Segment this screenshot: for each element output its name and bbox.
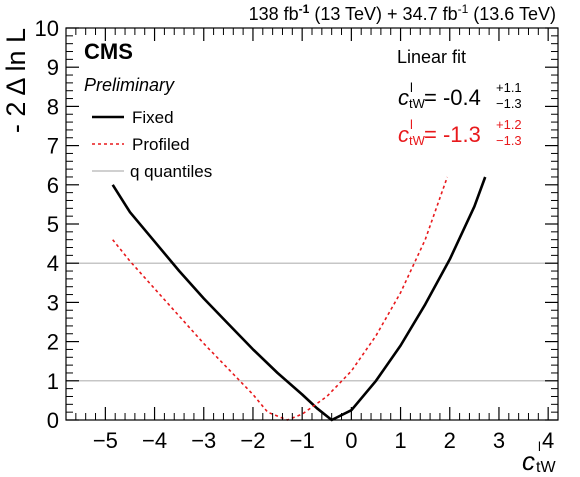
x-tick-label: −3	[191, 428, 216, 453]
series-fixed	[111, 176, 487, 422]
svg-text:tW: tW	[409, 133, 426, 148]
svg-text:+1.2: +1.2	[496, 117, 522, 132]
x-tick-label: −5	[93, 428, 118, 453]
legend: Fixed Profiled q quantiles	[92, 108, 212, 181]
legend-label-quantile: q quantiles	[130, 162, 212, 181]
x-tick-label: −4	[142, 428, 167, 453]
y-tick-label: 0	[47, 408, 59, 433]
svg-text:l: l	[410, 80, 413, 95]
x-tick-label: −2	[240, 428, 265, 453]
svg-text:−1.3: −1.3	[496, 96, 522, 111]
x-tick-label: 1	[394, 428, 406, 453]
x-tick-label: −1	[290, 428, 315, 453]
svg-text:= -0.4: = -0.4	[424, 85, 481, 110]
luminosity-label: 138 fb-1 (13 TeV) + 34.7 fb-1 (13.6 TeV)	[249, 2, 556, 24]
fixed-result: c l tW = -0.4 +1.1 −1.3	[398, 80, 522, 111]
x-tick-label: 2	[444, 428, 456, 453]
legend-label-profiled: Profiled	[132, 135, 190, 154]
preliminary-label: Preliminary	[84, 75, 175, 95]
svg-text:tW: tW	[409, 96, 426, 111]
x-tick-label: 4	[542, 428, 554, 453]
y-tick-labels: 0 1 2 3 4 5 6 7 8 9 10	[35, 16, 59, 433]
y-tick-label: 7	[47, 134, 59, 159]
y-tick-label: 8	[47, 94, 59, 119]
y-tick-label: 2	[47, 330, 59, 355]
y-tick-label: 1	[47, 369, 59, 394]
x-tick-label: 3	[493, 428, 505, 453]
svg-text:+1.1: +1.1	[496, 80, 522, 95]
x-tick-labels: −5 −4 −3 −2 −1 0 1 2 3 4	[93, 428, 554, 453]
x-axis-symbol: c	[522, 446, 535, 476]
y-tick-label: 6	[47, 173, 59, 198]
svg-text:−1.3: −1.3	[496, 133, 522, 148]
series-profiled	[112, 176, 449, 421]
quantile-lines	[66, 262, 558, 382]
x-tick-label: 0	[345, 428, 357, 453]
y-axis-label: - 2 Δ ln L	[1, 28, 31, 133]
svg-text:c: c	[398, 85, 409, 110]
x-axis-superscript: l	[538, 439, 541, 454]
legend-label-fixed: Fixed	[132, 108, 174, 127]
y-tick-label: 10	[35, 16, 59, 41]
svg-text:c: c	[398, 122, 409, 147]
y-tick-label: 4	[47, 251, 59, 276]
axis-ticks	[65, 27, 559, 421]
series-group	[111, 176, 487, 422]
fit-title: Linear fit	[397, 47, 466, 67]
y-tick-label: 9	[47, 55, 59, 80]
x-axis-subscript: tW	[536, 459, 556, 476]
svg-text:= -1.3: = -1.3	[424, 122, 481, 147]
y-tick-label: 3	[47, 290, 59, 315]
cms-label: CMS	[84, 39, 133, 64]
svg-text:l: l	[410, 117, 413, 132]
profiled-result: c l tW = -1.3 +1.2 −1.3	[398, 117, 522, 148]
x-axis-label: c l tW	[522, 439, 556, 476]
y-tick-label: 5	[47, 212, 59, 237]
